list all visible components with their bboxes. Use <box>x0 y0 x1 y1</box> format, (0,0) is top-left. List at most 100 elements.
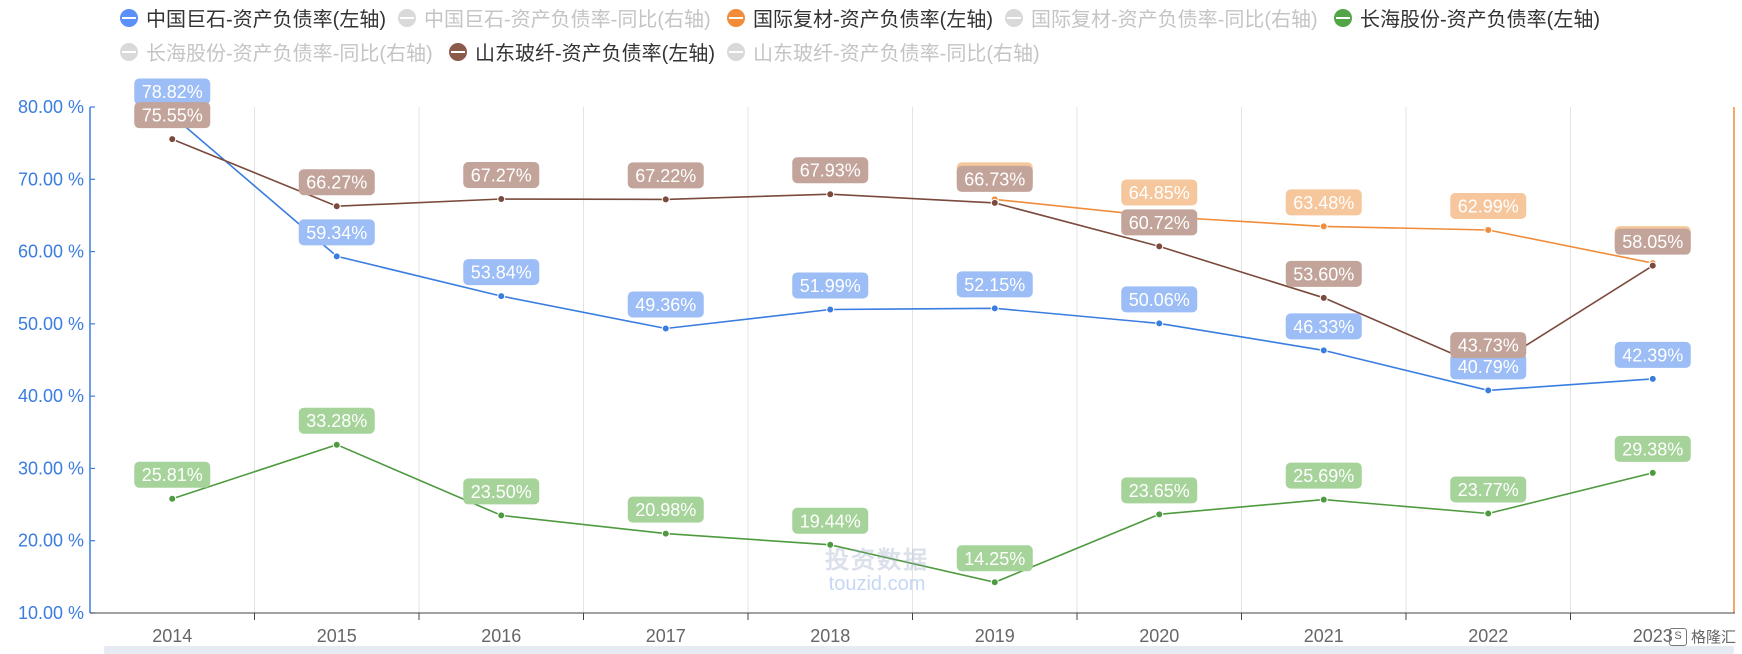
data-point <box>168 494 177 503</box>
data-label-bg <box>463 478 540 505</box>
data-label: 29.38% <box>1622 439 1683 459</box>
data-label: 40.79% <box>1458 357 1519 377</box>
data-point <box>1648 468 1657 477</box>
x-tick-label: 2023 <box>1633 626 1673 646</box>
data-label-bg <box>134 78 211 105</box>
legend-item-2[interactable]: 国际复材-资产负债率(左轴) <box>727 3 993 32</box>
data-label: 14.25% <box>964 549 1025 569</box>
data-point <box>661 195 670 204</box>
x-tick-label: 2019 <box>975 626 1015 646</box>
data-point <box>1155 319 1164 328</box>
data-label-bg <box>956 545 1033 572</box>
legend-marker-icon <box>1005 8 1023 27</box>
data-label: 53.84% <box>471 263 532 283</box>
legend-item-6[interactable]: 山东玻纤-资产负债率(左轴) <box>449 37 715 66</box>
data-point <box>1484 509 1493 518</box>
legend-marker-icon <box>120 42 138 61</box>
legend-item-3[interactable]: 国际复材-资产负债率-同比(右轴) <box>1005 3 1318 32</box>
data-label: 60.72% <box>1129 213 1190 233</box>
data-point <box>1648 374 1657 383</box>
data-point <box>826 540 835 549</box>
data-label: 66.73% <box>964 169 1025 189</box>
data-label-bg <box>1285 260 1362 287</box>
legend-item-1[interactable]: 中国巨石-资产负债率-同比(右轴) <box>398 3 711 32</box>
data-label: 64.85% <box>1129 183 1190 203</box>
data-label-bg <box>134 102 211 129</box>
data-label-bg <box>1121 477 1198 504</box>
data-label-bg <box>1285 462 1362 489</box>
data-point <box>1319 346 1328 355</box>
brand-icon: S <box>1668 627 1687 646</box>
legend-marker-icon <box>398 8 416 27</box>
y-tick-label: 70.00 % <box>18 169 84 189</box>
data-label: 49.36% <box>635 295 696 315</box>
y-tick-label: 30.00 % <box>18 458 84 478</box>
x-tick-label: 2015 <box>317 626 357 646</box>
data-point <box>1484 386 1493 395</box>
x-tick-label: 2021 <box>1304 626 1344 646</box>
legend-label: 中国巨石-资产负债率(左轴) <box>146 9 386 31</box>
data-label: 20.98% <box>635 500 696 520</box>
legend-label: 中国巨石-资产负债率-同比(右轴) <box>424 9 711 31</box>
brand-logo: S 格隆汇 <box>1668 626 1736 647</box>
data-label-bg <box>1614 435 1691 462</box>
data-label-bg <box>1450 476 1527 503</box>
data-label-bg <box>627 162 704 189</box>
legend-item-7[interactable]: 山东玻纤-资产负债率-同比(右轴) <box>727 37 1040 66</box>
x-tick-label: 2022 <box>1468 626 1508 646</box>
data-point <box>1155 242 1164 251</box>
data-label: 53.60% <box>1293 264 1354 284</box>
legend-marker-icon <box>1334 8 1352 27</box>
x-tick-label: 2020 <box>1139 626 1179 646</box>
data-label: 58.05% <box>1622 232 1683 252</box>
legend-label: 长海股份-资产负债率-同比(右轴) <box>146 43 433 65</box>
legend-marker-icon <box>727 8 745 27</box>
data-label: 51.99% <box>800 276 861 296</box>
data-label: 19.44% <box>800 511 861 531</box>
data-label-bg <box>792 507 869 534</box>
x-tick-label: 2017 <box>646 626 686 646</box>
horizontal-scrollbar[interactable] <box>104 646 1734 654</box>
data-point <box>1319 222 1328 231</box>
legend-label: 长海股份-资产负债率(左轴) <box>1360 9 1600 31</box>
data-label: 46.33% <box>1293 317 1354 337</box>
data-point <box>990 578 999 587</box>
legend-label: 国际复材-资产负债率-同比(右轴) <box>1031 9 1318 31</box>
legend-item-5[interactable]: 长海股份-资产负债率-同比(右轴) <box>120 37 433 66</box>
data-label: 67.93% <box>800 161 861 181</box>
y-tick-label: 50.00 % <box>18 314 84 334</box>
data-label-bg <box>956 165 1033 192</box>
data-label: 67.22% <box>635 166 696 186</box>
data-label-bg <box>1450 192 1527 219</box>
data-label-bg <box>1450 332 1527 359</box>
data-label: 50.06% <box>1129 290 1190 310</box>
series-line-2 <box>172 443 1653 584</box>
data-label-bg <box>1121 286 1198 313</box>
y-tick-label: 60.00 % <box>18 242 84 262</box>
data-point <box>826 305 835 314</box>
chart-legend: 中国巨石-资产负债率(左轴) 中国巨石-资产负债率-同比(右轴) 国际复材-资产负债… <box>0 0 1742 66</box>
data-label: 42.39% <box>1622 345 1683 365</box>
y-tick-label: 80.00 % <box>18 97 84 117</box>
data-label-bg <box>1285 189 1362 216</box>
legend-label: 山东玻纤-资产负债率-同比(右轴) <box>753 43 1040 65</box>
legend-item-4[interactable]: 长海股份-资产负债率(左轴) <box>1334 3 1600 32</box>
series-line-3 <box>171 138 1654 371</box>
data-point <box>168 135 177 144</box>
data-point <box>661 529 670 538</box>
data-label: 62.99% <box>1458 196 1519 216</box>
data-label-bg <box>134 461 211 488</box>
data-point <box>332 440 341 449</box>
data-label-bg <box>1285 313 1362 340</box>
data-label: 78.82% <box>142 82 203 102</box>
data-label: 43.73% <box>1458 336 1519 356</box>
data-label-bg <box>1121 209 1198 236</box>
data-point <box>497 195 506 204</box>
data-point <box>332 202 341 211</box>
legend-item-0[interactable]: 中国巨石-资产负债率(左轴) <box>120 3 386 32</box>
data-label-bg <box>627 496 704 523</box>
y-tick-label: 40.00 % <box>18 386 84 406</box>
data-label: 23.77% <box>1458 480 1519 500</box>
data-label: 66.27% <box>306 173 367 193</box>
